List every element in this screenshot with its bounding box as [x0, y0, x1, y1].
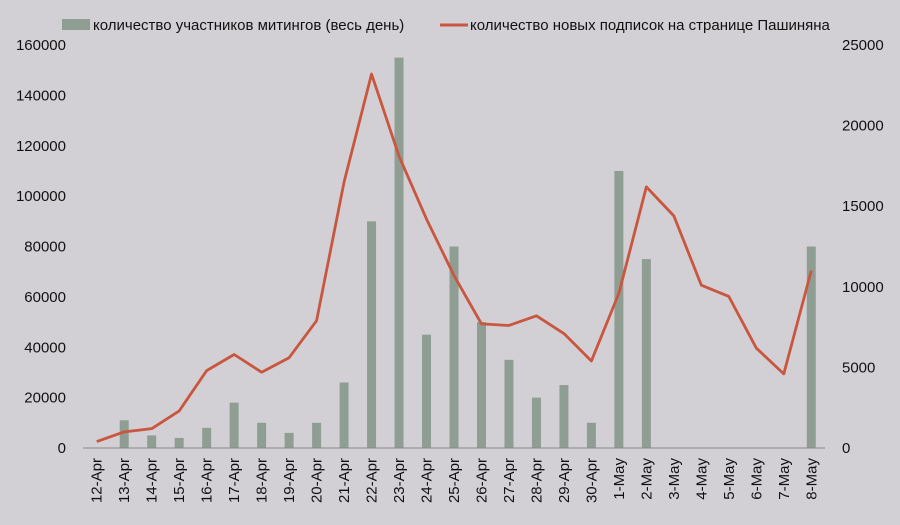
x-tick-label: 27-Apr — [501, 458, 518, 503]
right-tick-label: 20000 — [842, 118, 884, 135]
bar-participants-19-Apr — [284, 432, 294, 448]
x-tick-label: 13-Apr — [116, 458, 133, 503]
bar-participants-16-Apr — [202, 427, 212, 448]
x-tick-label: 2-May — [638, 458, 655, 500]
left-tick-label: 100000 — [16, 188, 66, 205]
x-tick-label: 4-May — [693, 458, 710, 500]
x-tick-label: 29-Apr — [556, 458, 573, 503]
bar-participants-22-Apr — [367, 221, 377, 448]
x-tick-label: 26-Apr — [473, 458, 490, 503]
x-tick-label: 8-May — [803, 458, 820, 500]
right-tick-label: 15000 — [842, 198, 884, 215]
bar-participants-18-Apr — [257, 422, 267, 448]
left-tick-label: 20000 — [24, 390, 66, 407]
x-tick-label: 25-Apr — [446, 458, 463, 503]
left-tick-label: 60000 — [24, 289, 66, 306]
bar-participants-15-Apr — [174, 437, 184, 448]
bars-participants — [119, 57, 816, 448]
right-tick-label: 0 — [842, 440, 850, 457]
x-tick-label: 6-May — [748, 458, 765, 500]
left-tick-label: 80000 — [24, 239, 66, 256]
x-tick-label: 3-May — [666, 458, 683, 500]
legend-label-participants: количество участников митингов (весь ден… — [93, 17, 404, 34]
x-tick-label: 30-Apr — [583, 458, 600, 503]
bar-participants-14-Apr — [147, 435, 157, 448]
bar-participants-27-Apr — [504, 359, 514, 448]
left-tick-label: 120000 — [16, 138, 66, 155]
left-axis-ticks: 0 20000 40000 60000 80000 100000 120000 140000 1… — [16, 37, 66, 457]
bar-participants-13-Apr — [119, 420, 129, 448]
bar-participants-26-Apr — [476, 322, 486, 448]
legend: количество участников митингов (весь ден… — [62, 17, 831, 34]
bar-participants-29-Apr — [559, 385, 569, 448]
left-tick-label: 40000 — [24, 339, 66, 356]
x-tick-label: 1-May — [611, 458, 628, 500]
x-tick-label: 15-Apr — [171, 458, 188, 503]
bar-participants-24-Apr — [422, 334, 432, 448]
x-tick-label: 20-Apr — [309, 458, 326, 503]
x-tick-label: 14-Apr — [144, 458, 161, 503]
line-subscriptions — [96, 72, 813, 443]
x-tick-label: 18-Apr — [254, 458, 271, 503]
right-tick-label: 5000 — [842, 359, 875, 376]
x-tick-label: 22-Apr — [364, 458, 381, 503]
x-tick-label: 28-Apr — [528, 458, 545, 503]
left-tick-label: 160000 — [16, 37, 66, 54]
x-tick-label: 19-Apr — [281, 458, 298, 503]
left-tick-label: 0 — [58, 440, 66, 457]
x-tick-label: 21-Apr — [336, 458, 353, 503]
bar-participants-8-May — [806, 246, 816, 448]
legend-label-subscriptions: количество новых подписок на странице Па… — [470, 17, 831, 34]
right-tick-label: 25000 — [842, 37, 884, 54]
bar-participants-1-May — [614, 170, 624, 448]
x-tick-label: 24-Apr — [419, 458, 436, 503]
x-tick-label: 12-Apr — [89, 458, 106, 503]
x-axis-ticks: 12-Apr 13-Apr 14-Apr 15-Apr 16-Apr 17-Apr 18-A… — [89, 458, 821, 504]
x-tick-label: 5-May — [721, 458, 738, 500]
bar-participants-23-Apr — [394, 57, 404, 448]
bar-participants-21-Apr — [339, 382, 349, 448]
x-tick-label: 7-May — [776, 458, 793, 500]
bar-participants-17-Apr — [229, 402, 239, 448]
bar-participants-25-Apr — [449, 246, 459, 448]
legend-swatch-participants — [62, 19, 90, 30]
right-axis-ticks: 0 5000 10000 15000 20000 25000 — [842, 37, 884, 457]
left-tick-label: 140000 — [16, 87, 66, 104]
bar-participants-20-Apr — [312, 422, 322, 448]
right-tick-label: 10000 — [842, 279, 884, 296]
bar-participants-2-May — [641, 259, 651, 448]
bar-participants-30-Apr — [586, 422, 596, 448]
bar-participants-28-Apr — [531, 397, 541, 448]
x-tick-label: 16-Apr — [199, 458, 216, 503]
x-tick-label: 23-Apr — [391, 458, 408, 503]
x-tick-label: 17-Apr — [226, 458, 243, 503]
